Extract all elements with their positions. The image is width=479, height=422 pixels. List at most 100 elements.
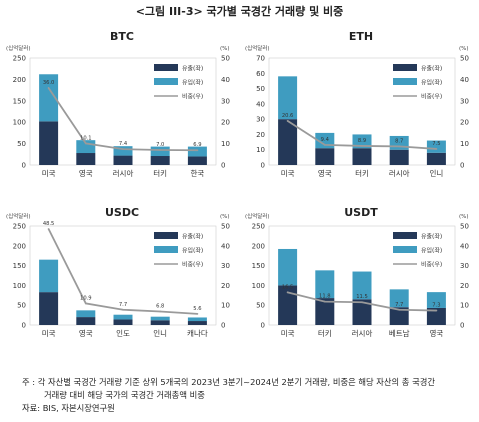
bar-outflow (352, 299, 372, 325)
share-point (435, 148, 438, 150)
bar-outflow (187, 321, 207, 325)
share-data-label: 7.4 (119, 141, 128, 147)
category-label: 영국 (429, 328, 443, 338)
bar-outflow (352, 148, 372, 165)
category-label: 터키 (153, 169, 167, 178)
left-axis-unit: (십억달러) (6, 44, 31, 52)
bar-outflow (150, 320, 170, 325)
right-tick-label: 0 (460, 162, 464, 170)
bar-outflow (113, 319, 133, 325)
right-tick-label: 10 (460, 140, 469, 148)
legend-swatch (154, 232, 178, 239)
category-label: 영국 (79, 168, 93, 178)
category-label: 터키 (318, 329, 332, 338)
category-label: 영국 (318, 168, 332, 178)
share-data-label: 7.5 (432, 141, 440, 147)
bar-outflow (76, 153, 96, 165)
right-tick-label: 0 (221, 322, 225, 330)
share-point (435, 309, 438, 312)
right-tick-label: 0 (221, 162, 225, 170)
right-axis-unit: (%) (459, 214, 469, 220)
left-tick-label: 100 (252, 282, 265, 290)
bar-inflow (187, 317, 207, 322)
share-data-label: 10.9 (80, 295, 92, 301)
bar-inflow (389, 289, 409, 308)
share-point (159, 310, 162, 313)
figure-title: <그림 III-3> 국가별 국경간 거래량 및 비중 (135, 5, 344, 18)
left-axis-unit: (십억달러) (245, 44, 270, 52)
share-point (361, 301, 363, 304)
share-point (323, 143, 326, 146)
bar-inflow (352, 134, 372, 149)
right-axis-unit: (%) (220, 46, 230, 52)
right-tick-label: 0 (460, 322, 464, 330)
legend-label: 비중(우) (182, 93, 203, 101)
category-label: 미국 (42, 169, 56, 178)
share-point (398, 145, 401, 148)
share-data-label: 8.7 (395, 138, 403, 144)
share-point (323, 300, 326, 303)
left-tick-label: 50 (17, 140, 26, 148)
left-tick-label: 150 (13, 262, 26, 270)
share-point (361, 145, 363, 147)
left-tick-label: 250 (13, 55, 26, 63)
share-point (47, 228, 50, 230)
bar-inflow (278, 76, 298, 120)
right-tick-label: 50 (221, 55, 230, 63)
category-label: 인니 (153, 328, 167, 338)
legend-label: 유입(좌) (421, 79, 442, 87)
chart-title: USDT (344, 206, 378, 219)
left-tick-label: 150 (13, 97, 26, 105)
right-tick-label: 30 (460, 97, 469, 105)
right-tick-label: 40 (221, 76, 230, 84)
note-line-2: 거래량 대비 해당 국가의 국경간 거래총액 비중 (44, 390, 205, 400)
bar-outflow (389, 307, 409, 325)
share-data-label: 7.7 (119, 302, 127, 308)
share-point (84, 142, 87, 145)
chart-usdt: USDT (십억달러) (%) 0 50 100 150 200 250 0 10 20 30 40 50 미… (245, 206, 469, 338)
share-data-label: 6.9 (193, 142, 201, 148)
bar-inflow (426, 292, 446, 308)
bar-outflow (150, 156, 170, 165)
bar-inflow (315, 270, 335, 299)
bar-outflow (389, 149, 409, 165)
left-tick-label: 30 (256, 116, 265, 124)
share-data-label: 7.7 (395, 302, 403, 308)
right-tick-label: 50 (460, 223, 469, 231)
note-line-1: 주 : 각 자산별 국경간 거래량 기준 상위 5개국의 2023년 3분기~2… (22, 377, 435, 387)
bar-inflow (352, 271, 372, 300)
left-tick-label: 40 (256, 100, 265, 108)
left-tick-label: 200 (13, 76, 26, 84)
chart-usdc: USDC (십억달러) (%) 0 50 100 150 200 250 0 10 20 30 40 50 미… (6, 206, 230, 338)
chart-title: USDC (105, 206, 139, 219)
share-point (84, 302, 87, 305)
share-data-label: 8.9 (358, 138, 366, 144)
bar-inflow (426, 140, 446, 153)
legend-label: 유입(좌) (421, 247, 442, 255)
category-label: 터키 (355, 169, 369, 178)
right-axis-unit: (%) (220, 214, 230, 220)
left-tick-label: 150 (252, 262, 265, 270)
chart-eth: ETH (십억달러) (%) 0 10 20 30 40 50 60 70 0 10 20 30 40 50 미국… (245, 30, 469, 178)
bar-inflow (150, 146, 170, 157)
bar-outflow (278, 119, 298, 165)
category-label: 베트남 (389, 329, 410, 338)
chart-title: ETH (349, 30, 373, 43)
left-tick-label: 200 (13, 242, 26, 250)
left-tick-label: 250 (13, 223, 26, 231)
chart-btc: BTC (십억달러) (%) 0 50 100 150 200 250 0 10 20 30 40 50 미국… (6, 30, 230, 178)
source-note: 자료: BIS, 자본시장연구원 (22, 403, 115, 413)
share-point (286, 120, 289, 122)
share-data-label: 7.0 (156, 142, 164, 148)
left-tick-label: 10 (256, 146, 265, 154)
bar-inflow (187, 146, 207, 157)
share-data-label: 48.5 (43, 221, 55, 227)
legend-label: 비중(우) (421, 93, 442, 101)
share-point (159, 149, 162, 151)
bar-outflow (278, 285, 298, 325)
legend-label: 유출(좌) (421, 65, 442, 73)
left-axis-unit: (십억달러) (245, 212, 270, 220)
category-label: 영국 (79, 328, 93, 338)
legend-swatch (393, 246, 417, 253)
share-data-label: 10.1 (80, 135, 92, 141)
